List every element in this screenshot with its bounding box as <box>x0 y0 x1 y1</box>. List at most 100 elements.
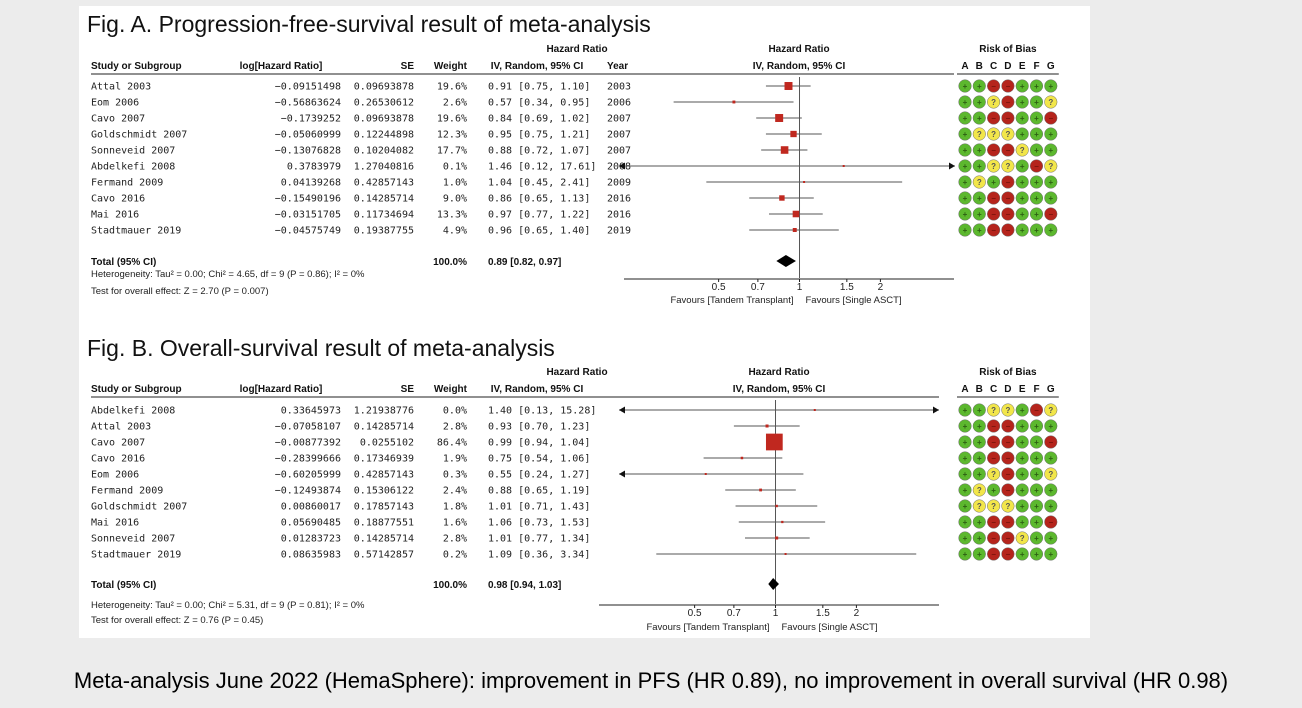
study-ci: 1.06 [0.73, 1.53] <box>488 518 590 529</box>
pooled-effect-diamond <box>776 255 796 267</box>
total-weight: 100.0% <box>433 580 467 591</box>
bias-symbol: + <box>1020 210 1025 219</box>
bias-low-dot <box>1015 95 1029 109</box>
bias-low-dot <box>1015 175 1029 189</box>
bias-low-dot <box>972 159 986 173</box>
bias-symbol: + <box>963 210 968 219</box>
bias-low-dot <box>1044 531 1058 545</box>
loghr-column-header: log[Hazard Ratio] <box>240 61 323 72</box>
study-weight: 2.8% <box>443 422 467 433</box>
panel-title: Fig. B. Overall-survival result of meta-… <box>87 335 555 361</box>
bias-unclear-dot <box>1001 499 1015 513</box>
study-weight: 1.8% <box>443 502 467 513</box>
bias-high-dot <box>987 223 1001 237</box>
bias-symbol: + <box>1034 550 1039 559</box>
bias-low-dot <box>958 531 972 545</box>
study-loghr: −0.09151498 <box>275 82 341 93</box>
bias-symbol: − <box>991 210 996 219</box>
bias-symbol: + <box>1020 454 1025 463</box>
se-column-header: SE <box>401 384 415 395</box>
study-ci: 0.99 [0.94, 1.04] <box>488 438 590 449</box>
bias-symbol: + <box>1034 518 1039 527</box>
bias-high-dot <box>987 191 1001 205</box>
bias-low-dot <box>1015 515 1029 529</box>
bias-low-dot <box>1029 547 1044 561</box>
bias-low-dot <box>1029 79 1044 93</box>
bias-symbol: + <box>963 406 968 415</box>
hr-method-header: IV, Random, 95% CI <box>491 61 584 72</box>
bias-symbol: − <box>1006 486 1011 495</box>
bias-unclear-dot <box>1044 159 1058 173</box>
bias-domain-letter: A <box>961 61 968 72</box>
bias-low-dot <box>1029 435 1044 449</box>
study-se: 0.42857143 <box>354 470 414 481</box>
bias-symbol: − <box>991 422 996 431</box>
study-effect-marker <box>781 520 784 524</box>
study-loghr: 0.3783979 <box>287 162 341 173</box>
x-tick-label: 1.5 <box>816 608 830 619</box>
total-weight: 100.0% <box>433 257 467 268</box>
study-loghr: −0.04575749 <box>275 226 341 237</box>
bias-symbol: + <box>963 82 968 91</box>
plot-method-header: IV, Random, 95% CI <box>733 384 826 395</box>
study-effect-marker <box>775 536 779 540</box>
bias-low-dot <box>987 175 1001 189</box>
x-tick-label: 0.5 <box>712 282 726 293</box>
bias-domain-letter: C <box>990 61 997 72</box>
ci-right-arrow <box>933 406 939 414</box>
study-column-header: Study or Subgroup <box>91 384 182 395</box>
study-loghr: −0.56863624 <box>275 98 341 109</box>
ci-left-arrow <box>619 162 625 170</box>
bias-symbol: + <box>1048 454 1053 463</box>
bias-domain-letter: G <box>1047 384 1055 395</box>
bias-symbol: + <box>977 438 982 447</box>
bias-low-dot <box>1029 451 1044 465</box>
bias-symbol: + <box>1048 502 1053 511</box>
bias-symbol: + <box>1020 470 1025 479</box>
bias-low-dot <box>972 515 986 529</box>
bias-unclear-dot <box>972 483 986 497</box>
bias-low-dot <box>972 435 986 449</box>
bias-symbol: − <box>1048 114 1053 123</box>
bias-domain-letter: C <box>990 384 997 395</box>
bias-domain-letter: D <box>1004 61 1011 72</box>
study-weight: 1.9% <box>443 454 467 465</box>
bias-symbol: + <box>1034 194 1039 203</box>
study-effect-marker <box>780 146 789 154</box>
heterogeneity-stats: Heterogeneity: Tau² = 0.00; Chi² = 5.31,… <box>91 600 365 611</box>
bias-low-dot <box>1029 127 1044 141</box>
total-label: Total (95% CI) <box>91 257 156 268</box>
bias-high-dot <box>1001 111 1015 125</box>
bias-symbol: + <box>1020 406 1025 415</box>
bias-symbol: + <box>977 210 982 219</box>
bias-low-dot <box>1029 111 1044 125</box>
bias-low-dot <box>958 419 972 433</box>
bias-low-dot <box>1044 127 1058 141</box>
study-weight: 0.2% <box>443 550 467 561</box>
bias-high-dot <box>1001 531 1015 545</box>
bias-symbol: ? <box>991 130 996 139</box>
bias-high-dot <box>1001 207 1015 221</box>
bias-symbol: + <box>963 486 968 495</box>
bias-low-dot <box>958 79 972 93</box>
se-column-header: SE <box>401 61 415 72</box>
bias-low-dot <box>1015 207 1029 221</box>
bias-low-dot <box>1029 223 1044 237</box>
bias-symbol: − <box>1006 194 1011 203</box>
bias-low-dot <box>958 515 972 529</box>
bias-symbol: + <box>1048 130 1053 139</box>
bias-low-dot <box>958 223 972 237</box>
bias-symbol: + <box>977 422 982 431</box>
study-loghr: −0.13076828 <box>275 146 341 157</box>
bias-symbol: + <box>1048 534 1053 543</box>
bias-low-dot <box>972 531 986 545</box>
bias-high-dot <box>1001 467 1015 481</box>
bias-symbol: − <box>1034 406 1039 415</box>
bias-symbol: + <box>1034 438 1039 447</box>
bias-unclear-dot <box>972 175 986 189</box>
study-ci: 0.88 [0.65, 1.19] <box>488 486 590 497</box>
bias-low-dot <box>958 95 972 109</box>
bias-unclear-dot <box>1015 531 1029 545</box>
bias-symbol: + <box>1020 162 1025 171</box>
bias-symbol: − <box>991 454 996 463</box>
